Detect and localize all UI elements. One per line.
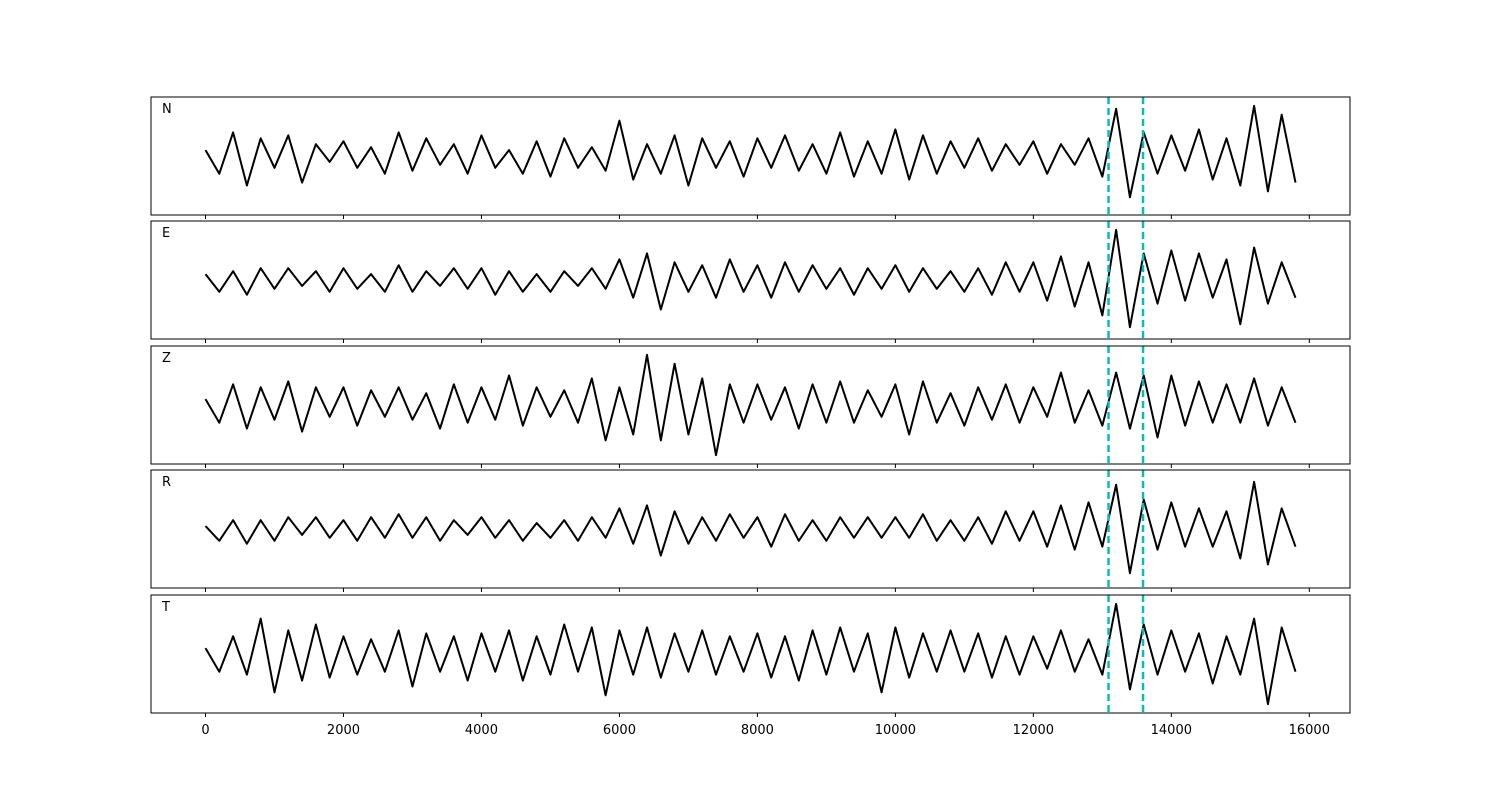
panel-frame bbox=[150, 96, 1351, 216]
x-tick-label: 2000 bbox=[327, 723, 360, 738]
x-tick-label: 4000 bbox=[465, 723, 498, 738]
panel-label: T bbox=[161, 600, 170, 615]
panel-label: N bbox=[162, 102, 172, 117]
trace-line bbox=[204, 480, 1297, 575]
panel-label: Z bbox=[162, 351, 171, 366]
x-tick-label: 16000 bbox=[1289, 723, 1330, 738]
panel-frame bbox=[150, 469, 1351, 589]
x-tick-label: 6000 bbox=[603, 723, 636, 738]
trace-line bbox=[204, 104, 1297, 199]
x-tick-label: 10000 bbox=[875, 723, 916, 738]
panel-frame bbox=[150, 345, 1351, 465]
x-tick-label: 12000 bbox=[1013, 723, 1054, 738]
panel-label: E bbox=[162, 226, 170, 241]
trace-line bbox=[204, 228, 1297, 329]
panel-frame bbox=[150, 220, 1351, 340]
trace-line bbox=[204, 602, 1297, 706]
x-tick-label: 14000 bbox=[1151, 723, 1192, 738]
x-tick-label: 8000 bbox=[741, 723, 774, 738]
panel-label: R bbox=[162, 475, 171, 490]
trace-line bbox=[204, 353, 1297, 457]
x-tick-label: 0 bbox=[201, 723, 209, 738]
panel-frame bbox=[150, 594, 1351, 714]
